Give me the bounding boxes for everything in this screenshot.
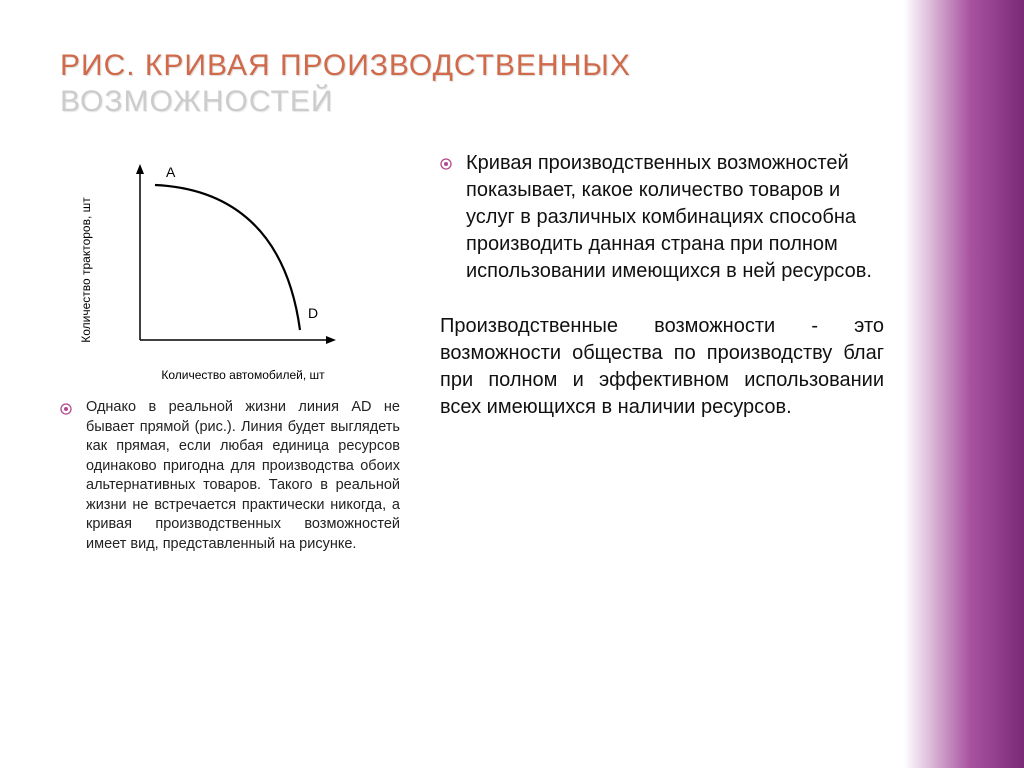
right-column: Кривая производственных возможностей пок… (440, 150, 884, 555)
point-a-label: A (166, 164, 176, 180)
x-axis-arrow (326, 336, 336, 344)
bullet-icon (440, 158, 452, 170)
x-axis-label: Количество автомобилей, шт (161, 368, 324, 382)
bullet-icon (60, 403, 72, 415)
ppf-curve (155, 185, 300, 330)
right-para2-text: Производственные возможности - это возмо… (440, 313, 884, 421)
chart-svg: A D (100, 160, 360, 360)
right-para1-block: Кривая производственных возможностей пок… (440, 150, 884, 313)
left-column: Количество тракторов, шт A D Количество … (60, 150, 400, 555)
y-axis-arrow (136, 164, 144, 174)
title-line-1: РИС. КРИВАЯ ПРОИЗВОДСТВЕННЫХ (60, 49, 631, 82)
right-para1-text: Кривая производственных возможностей пок… (466, 150, 884, 285)
content-area: Количество тракторов, шт A D Количество … (0, 130, 1024, 555)
left-note-block: Однако в реальной жизни линия AD не быва… (60, 398, 400, 555)
slide-title: РИС. КРИВАЯ ПРОИЗВОДСТВЕННЫХ ВОЗМОЖНОСТЕ… (0, 0, 1024, 130)
y-axis-label: Количество тракторов, шт (79, 197, 93, 343)
title-line-2: ВОЗМОЖНОСТЕЙ (60, 85, 333, 118)
left-note-text: Однако в реальной жизни линия AD не быва… (86, 398, 400, 555)
ppf-chart: Количество тракторов, шт A D Количество … (100, 160, 360, 380)
point-d-label: D (308, 305, 318, 321)
